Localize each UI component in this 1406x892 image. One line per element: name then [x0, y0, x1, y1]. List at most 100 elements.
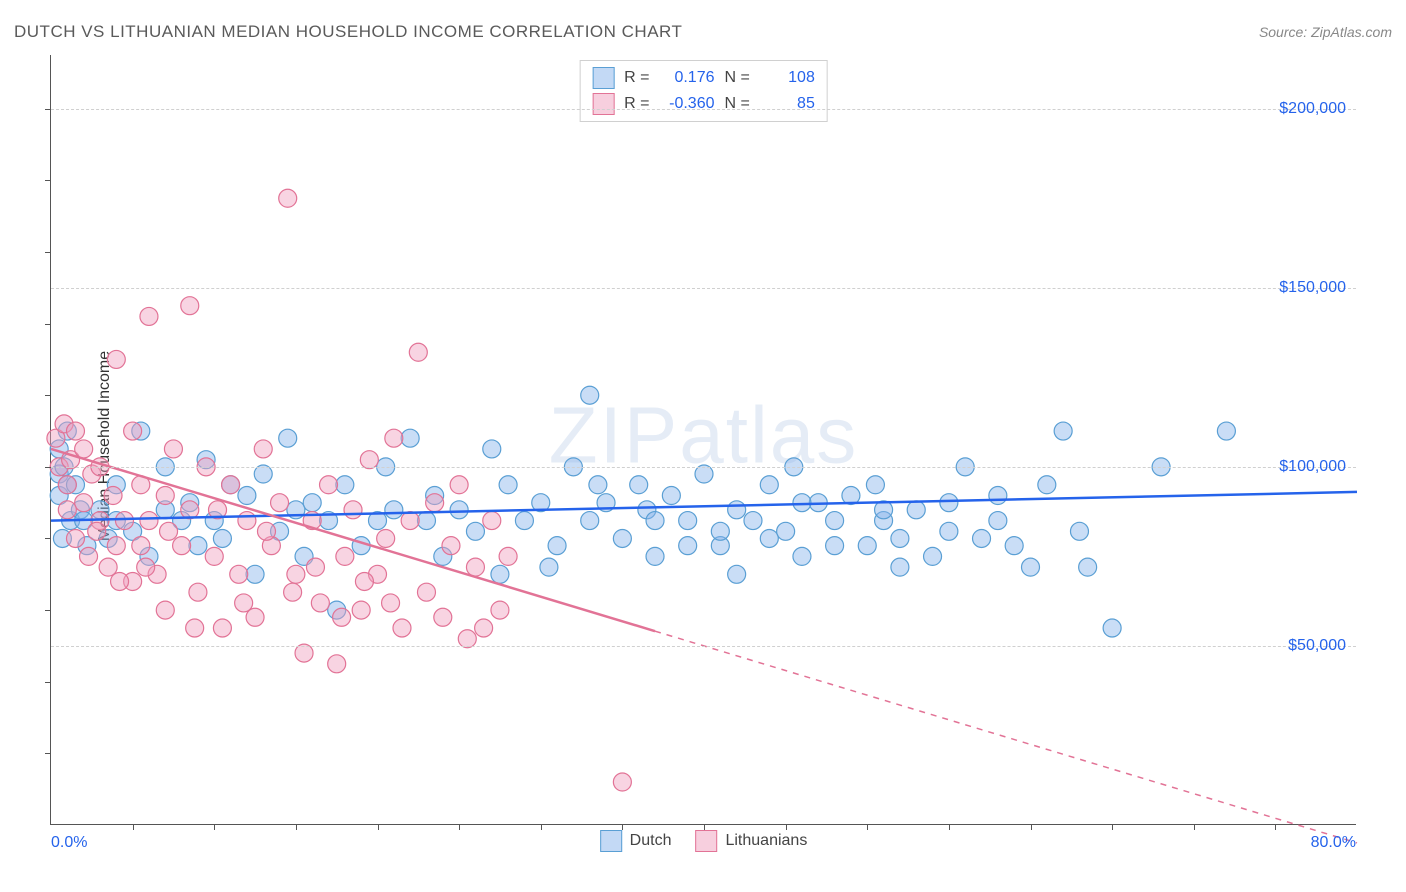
data-point — [450, 501, 468, 519]
x-tick-mark — [1275, 824, 1276, 830]
data-point — [907, 501, 925, 519]
data-point — [417, 583, 435, 601]
x-tick-mark — [214, 824, 215, 830]
x-tick-mark — [949, 824, 950, 830]
swatch-blue-icon — [600, 830, 622, 852]
data-point — [124, 422, 142, 440]
data-point — [662, 487, 680, 505]
stat-label: R = — [624, 69, 649, 87]
data-point — [137, 558, 155, 576]
data-point — [107, 537, 125, 555]
x-axis-max-label: 80.0% — [1311, 834, 1356, 852]
stats-row-lithuanians: R = -0.360 N = 85 — [592, 93, 815, 115]
data-point — [711, 522, 729, 540]
data-point — [1079, 558, 1097, 576]
data-point — [401, 429, 419, 447]
x-tick-mark — [296, 824, 297, 830]
data-point — [254, 440, 272, 458]
x-tick-mark — [786, 824, 787, 830]
x-tick-mark — [1194, 824, 1195, 830]
y-tick-mark — [45, 753, 51, 754]
data-point — [728, 501, 746, 519]
y-tick-label: $150,000 — [1279, 279, 1346, 297]
data-point — [891, 529, 909, 547]
data-point — [140, 512, 158, 530]
data-point — [499, 547, 517, 565]
stat-n-value: 108 — [760, 69, 815, 87]
data-point — [156, 487, 174, 505]
data-point — [58, 476, 76, 494]
data-point — [311, 594, 329, 612]
data-point — [646, 547, 664, 565]
data-point — [1070, 522, 1088, 540]
y-tick-mark — [45, 610, 51, 611]
y-tick-mark — [45, 180, 51, 181]
x-tick-mark — [459, 824, 460, 830]
data-point — [826, 512, 844, 530]
data-point — [66, 422, 84, 440]
chart-source: Source: ZipAtlas.com — [1259, 24, 1392, 40]
data-point — [58, 501, 76, 519]
stats-legend-box: R = 0.176 N = 108 R = -0.360 N = 85 — [579, 60, 828, 122]
data-point — [303, 494, 321, 512]
data-point — [279, 429, 297, 447]
y-tick-mark — [45, 538, 51, 539]
data-point — [679, 537, 697, 555]
swatch-pink-icon — [592, 93, 614, 115]
y-tick-mark — [45, 467, 51, 468]
data-point — [344, 501, 362, 519]
data-point — [186, 619, 204, 637]
data-point — [132, 537, 150, 555]
data-point — [1103, 619, 1121, 637]
data-point — [793, 494, 811, 512]
data-point — [189, 583, 207, 601]
legend-item-lithuanians: Lithuanians — [695, 830, 807, 852]
data-point — [246, 565, 264, 583]
data-point — [826, 537, 844, 555]
grid-line — [51, 646, 1356, 647]
data-point — [238, 512, 256, 530]
swatch-blue-icon — [592, 67, 614, 89]
data-point — [613, 529, 631, 547]
data-point — [891, 558, 909, 576]
data-point — [589, 476, 607, 494]
grid-line — [51, 288, 1356, 289]
data-point — [160, 522, 178, 540]
grid-line — [51, 109, 1356, 110]
data-point — [164, 440, 182, 458]
data-point — [548, 537, 566, 555]
data-point — [466, 522, 484, 540]
data-point — [744, 512, 762, 530]
y-tick-mark — [45, 252, 51, 253]
data-point — [1038, 476, 1056, 494]
data-point — [213, 529, 231, 547]
y-tick-mark — [45, 109, 51, 110]
data-point — [483, 512, 501, 530]
x-tick-mark — [622, 824, 623, 830]
data-point — [1217, 422, 1235, 440]
data-point — [355, 572, 373, 590]
data-point — [540, 558, 558, 576]
data-point — [181, 501, 199, 519]
data-point — [1005, 537, 1023, 555]
bottom-legend: Dutch Lithuanians — [600, 830, 808, 852]
data-point — [491, 565, 509, 583]
chart-header: DUTCH VS LITHUANIAN MEDIAN HOUSEHOLD INC… — [14, 22, 1392, 42]
data-point — [989, 512, 1007, 530]
x-tick-mark — [704, 824, 705, 830]
y-tick-mark — [45, 324, 51, 325]
data-point — [284, 583, 302, 601]
y-tick-label: $200,000 — [1279, 100, 1346, 118]
data-point — [409, 343, 427, 361]
swatch-pink-icon — [695, 830, 717, 852]
data-point — [189, 537, 207, 555]
grid-line — [51, 467, 1356, 468]
data-point — [75, 440, 93, 458]
stat-r-value: -0.360 — [660, 95, 715, 113]
data-point — [181, 297, 199, 315]
data-point — [140, 307, 158, 325]
data-point — [111, 572, 129, 590]
y-tick-mark — [45, 682, 51, 683]
data-point — [107, 350, 125, 368]
data-point — [581, 386, 599, 404]
